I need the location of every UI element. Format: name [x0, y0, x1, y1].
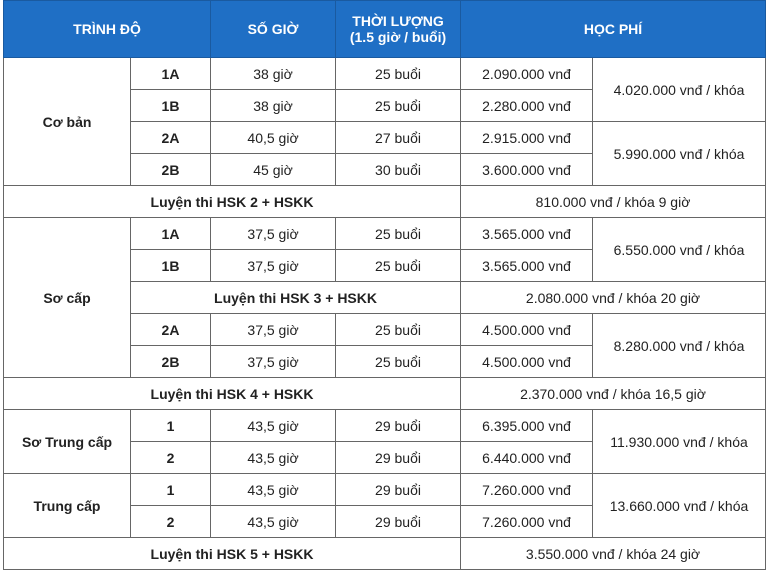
sessions: 25 buổi: [335, 217, 462, 250]
sessions: 30 buổi: [335, 153, 462, 186]
sessions: 29 buổi: [335, 505, 462, 538]
header-level: TRÌNH ĐỘ: [2, 0, 212, 58]
total-price: 5.990.000 vnđ / khóa: [592, 121, 767, 186]
sessions: 25 buổi: [335, 57, 462, 90]
hours: 43,5 giờ: [210, 505, 337, 538]
table-row: 1B 38 giờ 25 buổi 2.280.000 vnđ: [4, 89, 766, 122]
table-row: 2A 37,5 giờ 25 buổi 4.500.000 vnđ 8.280.…: [4, 313, 767, 378]
price: 2.915.000 vnđ: [460, 121, 594, 154]
table-row: Cơ bản 1A 38 giờ 25 buổi 2.090.000 vnđ 4…: [3, 57, 767, 186]
level-name: Cơ bản: [3, 57, 131, 186]
exam-price: 3.550.000 vnđ / khóa 24 giờ: [460, 537, 767, 570]
level-name: Trung cấp: [3, 473, 131, 538]
sublevel: 2B: [129, 345, 212, 378]
sessions: 25 buổi: [335, 345, 462, 378]
sublevel: 1A: [129, 217, 212, 250]
sublevel: 1: [129, 409, 212, 442]
total-price: 4.020.000 vnđ / khóa: [592, 57, 767, 122]
sessions: 25 buổi: [335, 313, 462, 346]
table-row: Sơ cấp 1A 37,5 giờ 25 buổi 3.565.000 vnđ…: [3, 217, 767, 378]
price: 6.440.000 vnđ: [460, 441, 594, 474]
price: 4.500.000 vnđ: [460, 313, 594, 346]
hours: 43,5 giờ: [210, 409, 337, 442]
header-row: TRÌNH ĐỘ SỐ GIỜ THỜI LƯỢNG (1.5 giờ / buổ…: [2, 0, 767, 58]
sublevel: 2: [129, 505, 212, 538]
price: 4.500.000 vnđ: [460, 345, 594, 378]
exam-name: Luyện thi HSK 5 + HSKK: [2, 537, 462, 570]
price: 3.565.000 vnđ: [460, 217, 594, 250]
price: 2.280.000 vnđ: [460, 89, 594, 122]
sessions: 29 buổi: [335, 473, 462, 506]
price: 6.395.000 vnđ: [460, 409, 594, 442]
table-row: 2B 37,5 giờ 25 buổi 4.500.000 vnđ: [4, 345, 766, 378]
exam-row: Luyện thi HSK 2 + HSKK 810.000 vnđ / khó…: [2, 185, 767, 218]
price: 2.090.000 vnđ: [460, 57, 594, 90]
sessions: 27 buổi: [335, 121, 462, 154]
sessions: 25 buổi: [335, 89, 462, 122]
table-row: Sơ Trung cấp 1 43,5 giờ 29 buổi 6.395.00…: [3, 409, 767, 474]
header-duration-note: (1.5 giờ / buổi): [349, 29, 447, 45]
price: 3.600.000 vnđ: [460, 153, 594, 186]
exam-name: Luyện thi HSK 2 + HSKK: [2, 185, 462, 218]
price: 3.565.000 vnđ: [460, 249, 594, 282]
hours: 38 giờ: [210, 89, 337, 122]
header-hours: SỐ GIỜ: [210, 0, 337, 58]
hours: 37,5 giờ: [210, 345, 337, 378]
exam-price: 2.080.000 vnđ / khóa 20 giờ: [460, 281, 767, 314]
total-price: 6.550.000 vnđ / khóa: [592, 217, 767, 282]
sublevel: 2: [129, 441, 212, 474]
sublevel: 1: [129, 473, 212, 506]
total-price: 13.660.000 vnđ / khóa: [592, 473, 767, 538]
hours: 45 giờ: [210, 153, 337, 186]
sublevel: 2B: [129, 153, 212, 186]
hours: 40,5 giờ: [210, 121, 337, 154]
exam-row: Luyện thi HSK 5 + HSKK 3.550.000 vnđ / k…: [2, 537, 767, 570]
hours: 38 giờ: [210, 57, 337, 90]
exam-price: 2.370.000 vnđ / khóa 16,5 giờ: [460, 377, 767, 410]
table-row: 1B 37,5 giờ 25 buổi 3.565.000 vnđ: [4, 249, 766, 282]
hours: 43,5 giờ: [210, 473, 337, 506]
sessions: 25 buổi: [335, 249, 462, 282]
hours: 37,5 giờ: [210, 217, 337, 250]
sublevel: 1A: [129, 57, 212, 90]
exam-name: Luyện thi HSK 4 + HSKK: [2, 377, 462, 410]
header-fee: HỌC PHÍ: [460, 0, 767, 58]
sublevel: 2A: [129, 121, 212, 154]
price: 7.260.000 vnđ: [460, 505, 594, 538]
table-row: 2 43,5 giờ 29 buổi 6.440.000 vnđ: [4, 441, 766, 474]
table-row: 2A 40,5 giờ 27 buổi 2.915.000 vnđ 5.990.…: [4, 121, 767, 186]
sessions: 29 buổi: [335, 441, 462, 474]
table-row: 2 43,5 giờ 29 buổi 7.260.000 vnđ: [4, 505, 766, 538]
sublevel: 2A: [129, 313, 212, 346]
exam-price: 810.000 vnđ / khóa 9 giờ: [460, 185, 767, 218]
hours: 37,5 giờ: [210, 313, 337, 346]
sublevel: 1B: [129, 249, 212, 282]
exam-row: Luyện thi HSK 4 + HSKK 2.370.000 vnđ / k…: [2, 377, 767, 410]
hours: 43,5 giờ: [210, 441, 337, 474]
header-duration: THỜI LƯỢNG (1.5 giờ / buổi): [335, 0, 462, 58]
table-row: 2B 45 giờ 30 buổi 3.600.000 vnđ: [4, 153, 766, 186]
total-price: 11.930.000 vnđ / khóa: [592, 409, 767, 474]
level-name: Sơ Trung cấp: [3, 409, 131, 474]
sublevel: 1B: [129, 89, 212, 122]
sessions: 29 buổi: [335, 409, 462, 442]
total-price: 8.280.000 vnđ / khóa: [592, 313, 767, 378]
exam-name: Luyện thi HSK 3 + HSKK: [129, 281, 462, 314]
table-row: Trung cấp 1 43,5 giờ 29 buổi 7.260.000 v…: [3, 473, 767, 538]
header-duration-title: THỜI LƯỢNG: [352, 13, 444, 29]
level-name: Sơ cấp: [3, 217, 131, 378]
hours: 37,5 giờ: [210, 249, 337, 282]
price: 7.260.000 vnđ: [460, 473, 594, 506]
